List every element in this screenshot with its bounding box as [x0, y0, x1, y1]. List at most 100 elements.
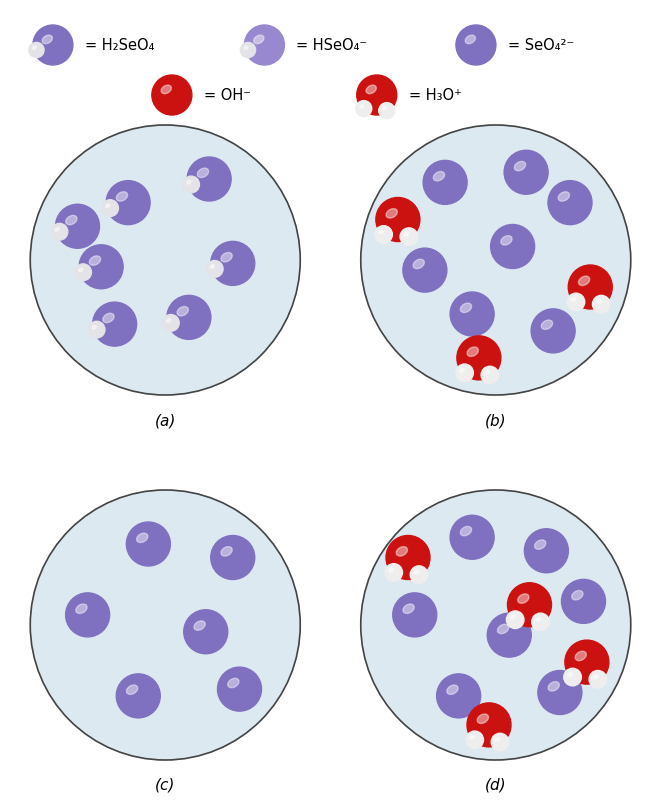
Ellipse shape — [396, 546, 407, 556]
Circle shape — [75, 264, 91, 281]
Ellipse shape — [161, 85, 171, 94]
Circle shape — [508, 582, 551, 626]
Circle shape — [548, 181, 592, 225]
Ellipse shape — [177, 306, 188, 316]
Circle shape — [182, 176, 200, 193]
Circle shape — [450, 515, 494, 559]
Circle shape — [423, 160, 467, 204]
Circle shape — [245, 25, 284, 65]
Circle shape — [206, 261, 223, 278]
Ellipse shape — [548, 682, 559, 691]
Circle shape — [467, 703, 511, 747]
Circle shape — [490, 225, 535, 269]
Ellipse shape — [227, 678, 239, 688]
Circle shape — [361, 490, 631, 760]
Ellipse shape — [210, 265, 215, 268]
Ellipse shape — [386, 209, 397, 218]
Ellipse shape — [501, 236, 512, 245]
Circle shape — [184, 610, 228, 654]
Text: (d): (d) — [485, 778, 506, 793]
Circle shape — [565, 640, 609, 684]
Text: = SeO₄²⁻: = SeO₄²⁻ — [508, 38, 574, 53]
Ellipse shape — [414, 570, 419, 574]
Ellipse shape — [221, 253, 232, 262]
Ellipse shape — [495, 738, 500, 742]
Circle shape — [400, 228, 418, 246]
Circle shape — [93, 302, 137, 346]
Ellipse shape — [541, 320, 553, 330]
Circle shape — [356, 101, 371, 117]
Circle shape — [152, 75, 192, 115]
Circle shape — [437, 674, 481, 718]
Ellipse shape — [404, 232, 408, 236]
Ellipse shape — [596, 300, 601, 303]
Ellipse shape — [89, 256, 100, 266]
Ellipse shape — [32, 46, 36, 50]
Text: = OH⁻: = OH⁻ — [204, 87, 251, 102]
Ellipse shape — [65, 215, 77, 225]
Ellipse shape — [221, 546, 232, 556]
Ellipse shape — [460, 303, 471, 313]
Circle shape — [126, 522, 171, 566]
Ellipse shape — [42, 35, 52, 44]
Ellipse shape — [137, 533, 148, 542]
Circle shape — [386, 535, 430, 579]
Ellipse shape — [571, 298, 576, 302]
Ellipse shape — [244, 46, 248, 50]
Circle shape — [241, 42, 256, 58]
Circle shape — [106, 181, 150, 225]
Ellipse shape — [167, 318, 171, 322]
Ellipse shape — [514, 162, 525, 171]
Ellipse shape — [106, 204, 110, 207]
Circle shape — [375, 226, 393, 243]
Ellipse shape — [485, 370, 490, 374]
Ellipse shape — [447, 685, 458, 694]
Ellipse shape — [535, 540, 546, 550]
Circle shape — [506, 611, 524, 629]
Ellipse shape — [578, 276, 590, 286]
Circle shape — [211, 242, 254, 286]
Circle shape — [79, 245, 123, 289]
Circle shape — [456, 364, 473, 382]
Text: (a): (a) — [155, 413, 176, 428]
Circle shape — [102, 200, 118, 217]
Text: = HSeO₄⁻: = HSeO₄⁻ — [296, 38, 368, 53]
Circle shape — [393, 593, 437, 637]
Circle shape — [385, 564, 403, 582]
Ellipse shape — [413, 259, 424, 269]
Ellipse shape — [403, 604, 414, 614]
Circle shape — [531, 309, 575, 353]
Ellipse shape — [536, 618, 540, 622]
Ellipse shape — [572, 590, 583, 600]
Circle shape — [51, 223, 68, 240]
Ellipse shape — [593, 675, 598, 678]
Ellipse shape — [79, 268, 83, 272]
Circle shape — [357, 75, 397, 115]
Ellipse shape — [383, 106, 387, 110]
Circle shape — [567, 293, 585, 310]
Circle shape — [30, 490, 300, 760]
Ellipse shape — [389, 568, 393, 572]
Ellipse shape — [558, 192, 570, 201]
Circle shape — [217, 667, 262, 711]
Ellipse shape — [460, 526, 471, 536]
Ellipse shape — [186, 180, 191, 184]
Text: = H₂SeO₄: = H₂SeO₄ — [85, 38, 154, 53]
Ellipse shape — [460, 369, 465, 372]
Ellipse shape — [198, 168, 209, 178]
Circle shape — [65, 593, 110, 637]
Ellipse shape — [477, 714, 488, 723]
Ellipse shape — [568, 673, 572, 677]
Ellipse shape — [498, 624, 509, 634]
Circle shape — [403, 248, 447, 292]
Circle shape — [33, 25, 73, 65]
Ellipse shape — [76, 604, 87, 614]
Circle shape — [376, 198, 420, 242]
Circle shape — [524, 529, 568, 573]
Circle shape — [491, 734, 509, 751]
Circle shape — [56, 204, 100, 248]
Circle shape — [481, 366, 498, 384]
Ellipse shape — [465, 35, 475, 44]
Circle shape — [531, 613, 549, 630]
Circle shape — [592, 295, 610, 313]
